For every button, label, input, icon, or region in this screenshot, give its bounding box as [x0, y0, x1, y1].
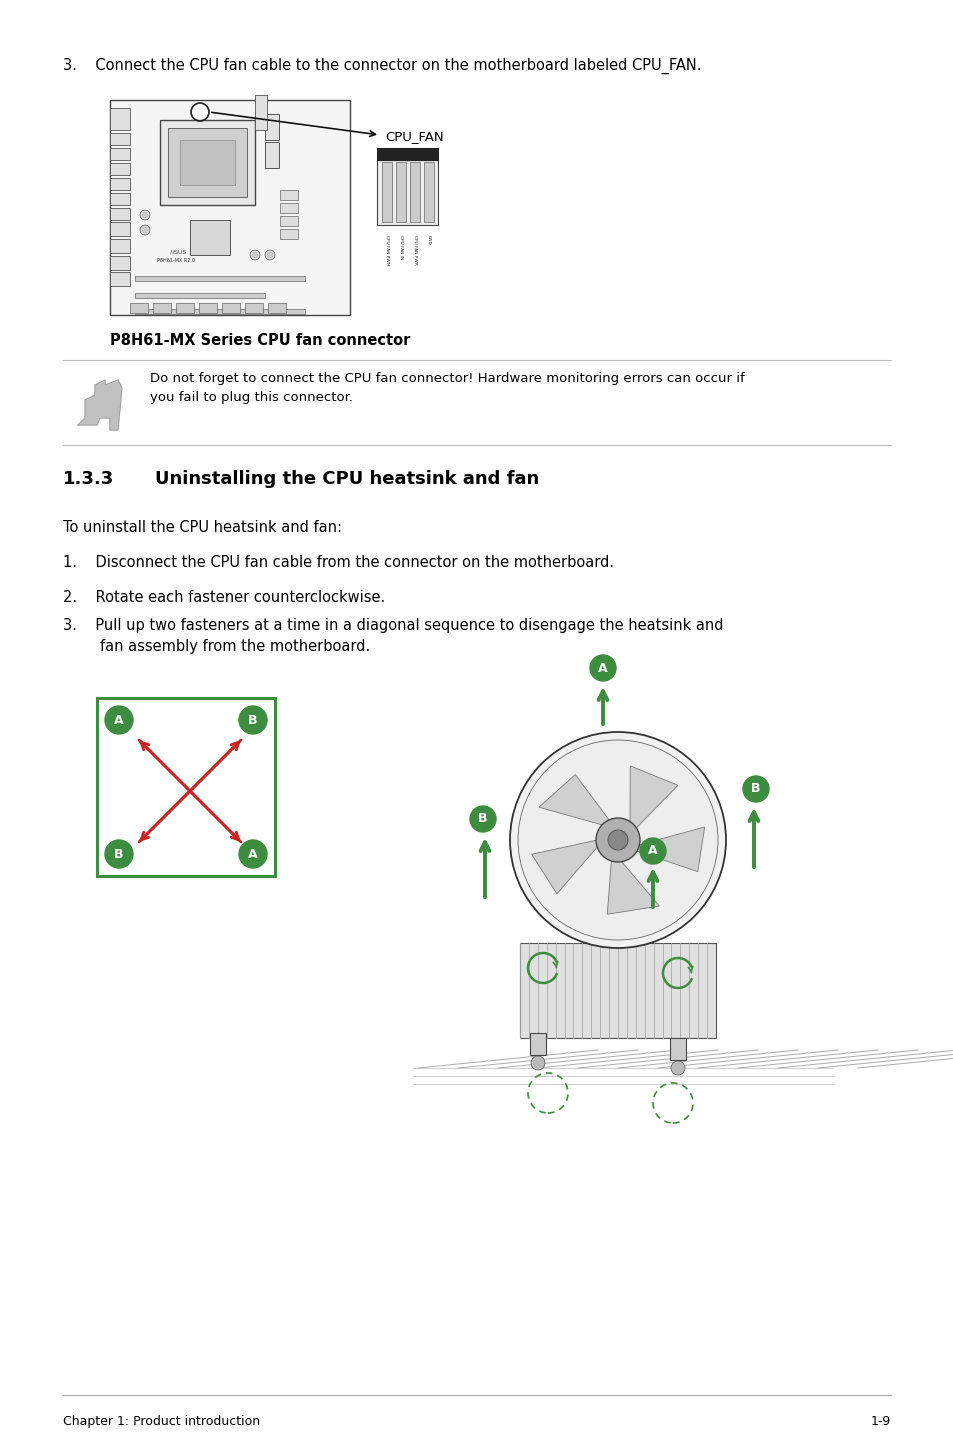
- Text: /ISUS: /ISUS: [170, 250, 186, 255]
- Text: CPU FAN PWM: CPU FAN PWM: [385, 234, 389, 266]
- Bar: [519, 943, 716, 1038]
- Circle shape: [470, 807, 496, 833]
- Text: A: A: [248, 847, 257, 860]
- Circle shape: [510, 732, 725, 948]
- Circle shape: [140, 210, 150, 220]
- Circle shape: [265, 250, 274, 260]
- Circle shape: [589, 654, 616, 682]
- Bar: [110, 178, 130, 190]
- Text: Uninstalling the CPU heatsink and fan: Uninstalling the CPU heatsink and fan: [154, 470, 538, 487]
- Circle shape: [250, 250, 260, 260]
- Bar: [97, 697, 274, 876]
- Bar: [110, 101, 350, 315]
- Text: Chapter 1: Product introduction: Chapter 1: Product introduction: [63, 1415, 260, 1428]
- Bar: [395, 162, 406, 221]
- Circle shape: [531, 1055, 544, 1070]
- Text: 1.    Disconnect the CPU fan cable from the connector on the motherboard.: 1. Disconnect the CPU fan cable from the…: [63, 555, 614, 569]
- Circle shape: [596, 818, 639, 861]
- Bar: [180, 139, 234, 186]
- Text: A: A: [114, 713, 124, 726]
- Bar: [168, 128, 247, 197]
- Circle shape: [517, 741, 718, 940]
- Bar: [135, 276, 305, 280]
- Circle shape: [239, 706, 267, 733]
- Bar: [130, 303, 148, 313]
- Circle shape: [239, 840, 267, 869]
- Bar: [190, 220, 230, 255]
- Bar: [110, 148, 130, 160]
- Bar: [280, 190, 297, 200]
- Bar: [268, 303, 286, 313]
- Circle shape: [639, 838, 665, 864]
- Text: 1.3.3: 1.3.3: [63, 470, 114, 487]
- Bar: [110, 132, 130, 145]
- Bar: [280, 216, 297, 226]
- Bar: [280, 203, 297, 213]
- Bar: [280, 229, 297, 239]
- Polygon shape: [538, 775, 610, 825]
- Text: 3.    Connect the CPU fan cable to the connector on the motherboard labeled CPU_: 3. Connect the CPU fan cable to the conn…: [63, 58, 700, 75]
- Circle shape: [607, 830, 627, 850]
- Bar: [110, 193, 130, 206]
- Bar: [110, 239, 130, 253]
- Bar: [254, 95, 267, 129]
- Bar: [530, 1032, 545, 1055]
- Text: A: A: [598, 661, 607, 674]
- Text: 2.    Rotate each fastener counterclockwise.: 2. Rotate each fastener counterclockwise…: [63, 590, 385, 605]
- Circle shape: [670, 1061, 684, 1076]
- Circle shape: [742, 777, 768, 802]
- Bar: [110, 108, 130, 129]
- Bar: [152, 303, 171, 313]
- Bar: [222, 303, 240, 313]
- Bar: [175, 303, 193, 313]
- Bar: [110, 221, 130, 236]
- Bar: [376, 160, 437, 224]
- Bar: [135, 293, 265, 298]
- Bar: [410, 162, 419, 221]
- Bar: [110, 256, 130, 270]
- Text: CPU FAN IN: CPU FAN IN: [398, 234, 402, 259]
- Text: B: B: [750, 782, 760, 795]
- Bar: [423, 162, 434, 221]
- Text: P8H61-MX Series CPU fan connector: P8H61-MX Series CPU fan connector: [110, 334, 410, 348]
- Bar: [160, 119, 254, 206]
- Text: Do not forget to connect the CPU fan connector! Hardware monitoring errors can o: Do not forget to connect the CPU fan con…: [150, 372, 744, 404]
- Bar: [376, 148, 437, 160]
- Text: P8H61-MX R2.0: P8H61-MX R2.0: [157, 257, 194, 263]
- Polygon shape: [629, 766, 678, 828]
- Bar: [669, 1038, 685, 1060]
- Text: CPU_FAN: CPU_FAN: [385, 129, 443, 142]
- Polygon shape: [607, 858, 659, 915]
- Bar: [110, 272, 130, 286]
- Text: A: A: [647, 844, 658, 857]
- Text: 3.    Pull up two fasteners at a time in a diagonal sequence to disengage the he: 3. Pull up two fasteners at a time in a …: [63, 618, 722, 654]
- Text: B: B: [248, 713, 257, 726]
- Polygon shape: [78, 380, 122, 430]
- Polygon shape: [636, 827, 704, 871]
- Text: B: B: [477, 812, 487, 825]
- Bar: [110, 209, 130, 220]
- Text: 1-9: 1-9: [870, 1415, 890, 1428]
- Bar: [265, 142, 278, 168]
- Text: To uninstall the CPU heatsink and fan:: To uninstall the CPU heatsink and fan:: [63, 521, 341, 535]
- Polygon shape: [531, 840, 597, 894]
- Circle shape: [105, 706, 132, 733]
- Text: GND: GND: [427, 234, 431, 244]
- Bar: [265, 114, 278, 139]
- Circle shape: [105, 840, 132, 869]
- Circle shape: [140, 224, 150, 234]
- Bar: [135, 309, 305, 313]
- Bar: [381, 162, 392, 221]
- Bar: [199, 303, 216, 313]
- Bar: [110, 162, 130, 175]
- Text: B: B: [114, 847, 124, 860]
- Bar: [245, 303, 263, 313]
- Text: CPU FAN PWR: CPU FAN PWR: [413, 234, 416, 265]
